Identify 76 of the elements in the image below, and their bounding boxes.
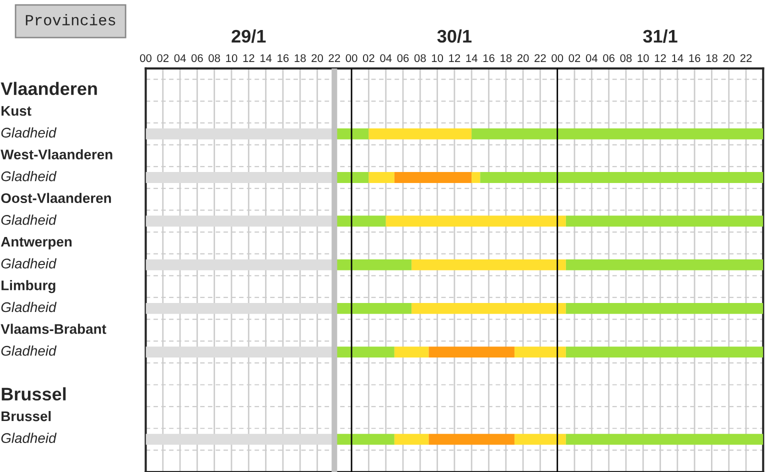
x-tick-label: 20 xyxy=(723,54,735,62)
bar xyxy=(514,434,566,445)
x-tick-label: 20 xyxy=(312,54,323,62)
x-tick-label: 20 xyxy=(517,54,529,62)
x-tick-label: 22 xyxy=(328,54,340,62)
bar xyxy=(566,259,764,270)
y-tick-label: Brussel xyxy=(2,387,66,400)
x-tick-label: 08 xyxy=(414,54,426,62)
x-tick-label: 04 xyxy=(174,54,186,62)
bar xyxy=(394,434,429,445)
x-tick-label: 18 xyxy=(294,54,306,62)
bar xyxy=(566,346,764,358)
y-tick-label: Gladheid xyxy=(1,346,57,356)
x-tick-label: 16 xyxy=(278,54,289,62)
x-tick-label: 06 xyxy=(397,54,409,62)
bar xyxy=(566,216,764,227)
x-tick-label: 04 xyxy=(586,54,598,62)
y-tick-label: Gladheid xyxy=(1,302,57,312)
y-tick-label: Gladheid xyxy=(1,214,57,225)
x-tick-label: 16 xyxy=(483,54,494,62)
x-tick-label: 08 xyxy=(620,54,632,62)
x-tick-label: 22 xyxy=(740,54,752,62)
bar xyxy=(412,302,566,314)
x-tick-label: 06 xyxy=(191,54,203,62)
bar xyxy=(480,172,764,183)
y-tick-label: Oost-Vlaanderen xyxy=(1,192,111,204)
y-tick-label: West-Vlaanderen xyxy=(0,149,112,160)
x2-tick-label: 31/1 xyxy=(643,29,678,43)
x-tick-label: 06 xyxy=(603,54,614,62)
bar xyxy=(368,172,394,183)
bar xyxy=(566,302,764,314)
y-tick-label: Gladheid xyxy=(1,171,57,182)
y-tick-label: Antwerpen xyxy=(0,236,72,250)
x-tick-label: 14 xyxy=(466,54,478,62)
x-tick-label: 22 xyxy=(534,54,546,62)
y-tick-label: Gladheid xyxy=(1,432,57,444)
x-tick-label: 16 xyxy=(689,54,700,62)
x2-tick-label: 29/1 xyxy=(232,29,266,43)
bar xyxy=(514,346,566,358)
x-tick-label: 10 xyxy=(638,54,649,62)
bar xyxy=(394,346,429,358)
y-tick-label: Gladheid xyxy=(1,127,57,138)
x-tick-label: 10 xyxy=(226,54,238,62)
bar xyxy=(368,128,472,140)
bar xyxy=(428,346,514,358)
x-tick-label: 00 xyxy=(346,54,358,62)
bar xyxy=(412,259,566,270)
x-tick-label: 14 xyxy=(260,54,272,62)
bar xyxy=(472,128,764,140)
x-tick-label: 02 xyxy=(362,54,374,62)
bar xyxy=(566,434,764,445)
x-tick-label: 00 xyxy=(552,54,564,62)
bar xyxy=(428,434,514,445)
x-tick-label: 14 xyxy=(672,54,684,62)
x-tick-label: 12 xyxy=(654,54,666,62)
x-tick-label: 18 xyxy=(500,54,512,62)
x-tick-label: 04 xyxy=(380,54,392,62)
y-tick-label: Vlaams-Brabant xyxy=(0,324,106,334)
y-tick-label: Kust xyxy=(2,106,32,116)
y-tick-label: Gladheid xyxy=(1,258,57,268)
x-tick-label: 10 xyxy=(432,54,444,62)
y-tick-label: Vlaanderen xyxy=(0,82,97,96)
x-tick-label: 12 xyxy=(243,54,254,62)
bar xyxy=(472,172,480,183)
y-tick-label: Limburg xyxy=(2,280,56,294)
y-tick-label: Brussel xyxy=(2,410,51,422)
x-tick-label: 02 xyxy=(157,54,169,62)
x-tick-label: 08 xyxy=(208,54,220,62)
y-axis-title: Provincies xyxy=(26,14,116,26)
x-tick-label: 12 xyxy=(449,54,460,62)
bar xyxy=(394,172,472,183)
x-tick-label: 00 xyxy=(140,54,152,62)
x-tick-label: 18 xyxy=(706,54,718,62)
x2-tick-label: 30/1 xyxy=(437,29,472,43)
bar xyxy=(386,216,566,227)
x-tick-label: 02 xyxy=(568,54,580,62)
